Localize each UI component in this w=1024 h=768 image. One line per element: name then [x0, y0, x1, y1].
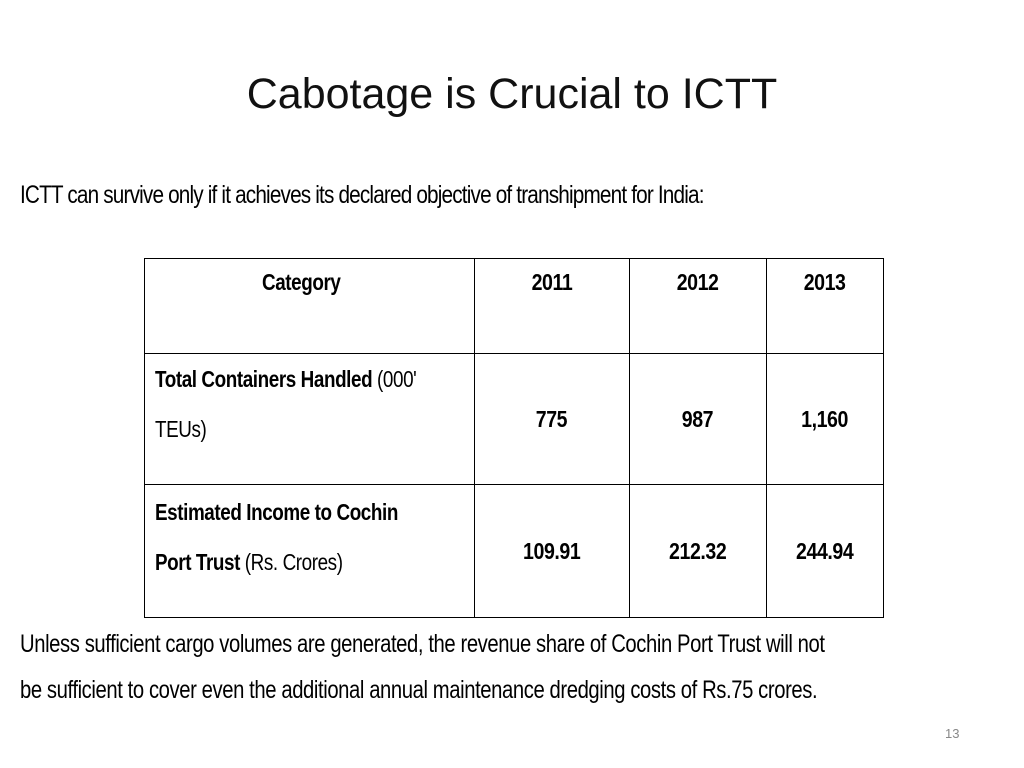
table-header-row: Category 2011 2012 2013: [144, 258, 884, 354]
row-label-containers: Total Containers Handled (000' TEUs): [144, 353, 475, 485]
header-2012: 2012: [628, 258, 767, 354]
header-2011: 2011: [473, 258, 630, 354]
cell-containers-2013: 1,160: [765, 353, 884, 485]
header-2013: 2013: [765, 258, 884, 354]
cell-income-2013: 244.94: [765, 484, 884, 618]
conclusion-text: Unless sufficient cargo volumes are gene…: [20, 621, 1008, 713]
cell-containers-2011: 775: [473, 353, 630, 485]
slide-title: Cabotage is Crucial to ICTT: [246, 70, 778, 118]
cell-income-2011: 109.91: [473, 484, 630, 618]
conclusion-line-1: Unless sufficient cargo volumes are gene…: [20, 630, 825, 658]
cell-income-2012: 212.32: [628, 484, 767, 618]
cell-containers-2012: 987: [628, 353, 767, 485]
page-number: 13: [945, 726, 960, 741]
intro-text: ICTT can survive only if it achieves its…: [20, 181, 704, 209]
conclusion-line-2: be sufficient to cover even the addition…: [20, 676, 818, 704]
header-category: Category: [144, 258, 475, 354]
table-row: Estimated Income to Cochin Port Trust (R…: [144, 484, 884, 618]
data-table: Category 2011 2012 2013 Total Containers…: [144, 258, 884, 618]
table-row: Total Containers Handled (000' TEUs) 775…: [144, 353, 884, 485]
row-label-income: Estimated Income to Cochin Port Trust (R…: [144, 484, 475, 618]
